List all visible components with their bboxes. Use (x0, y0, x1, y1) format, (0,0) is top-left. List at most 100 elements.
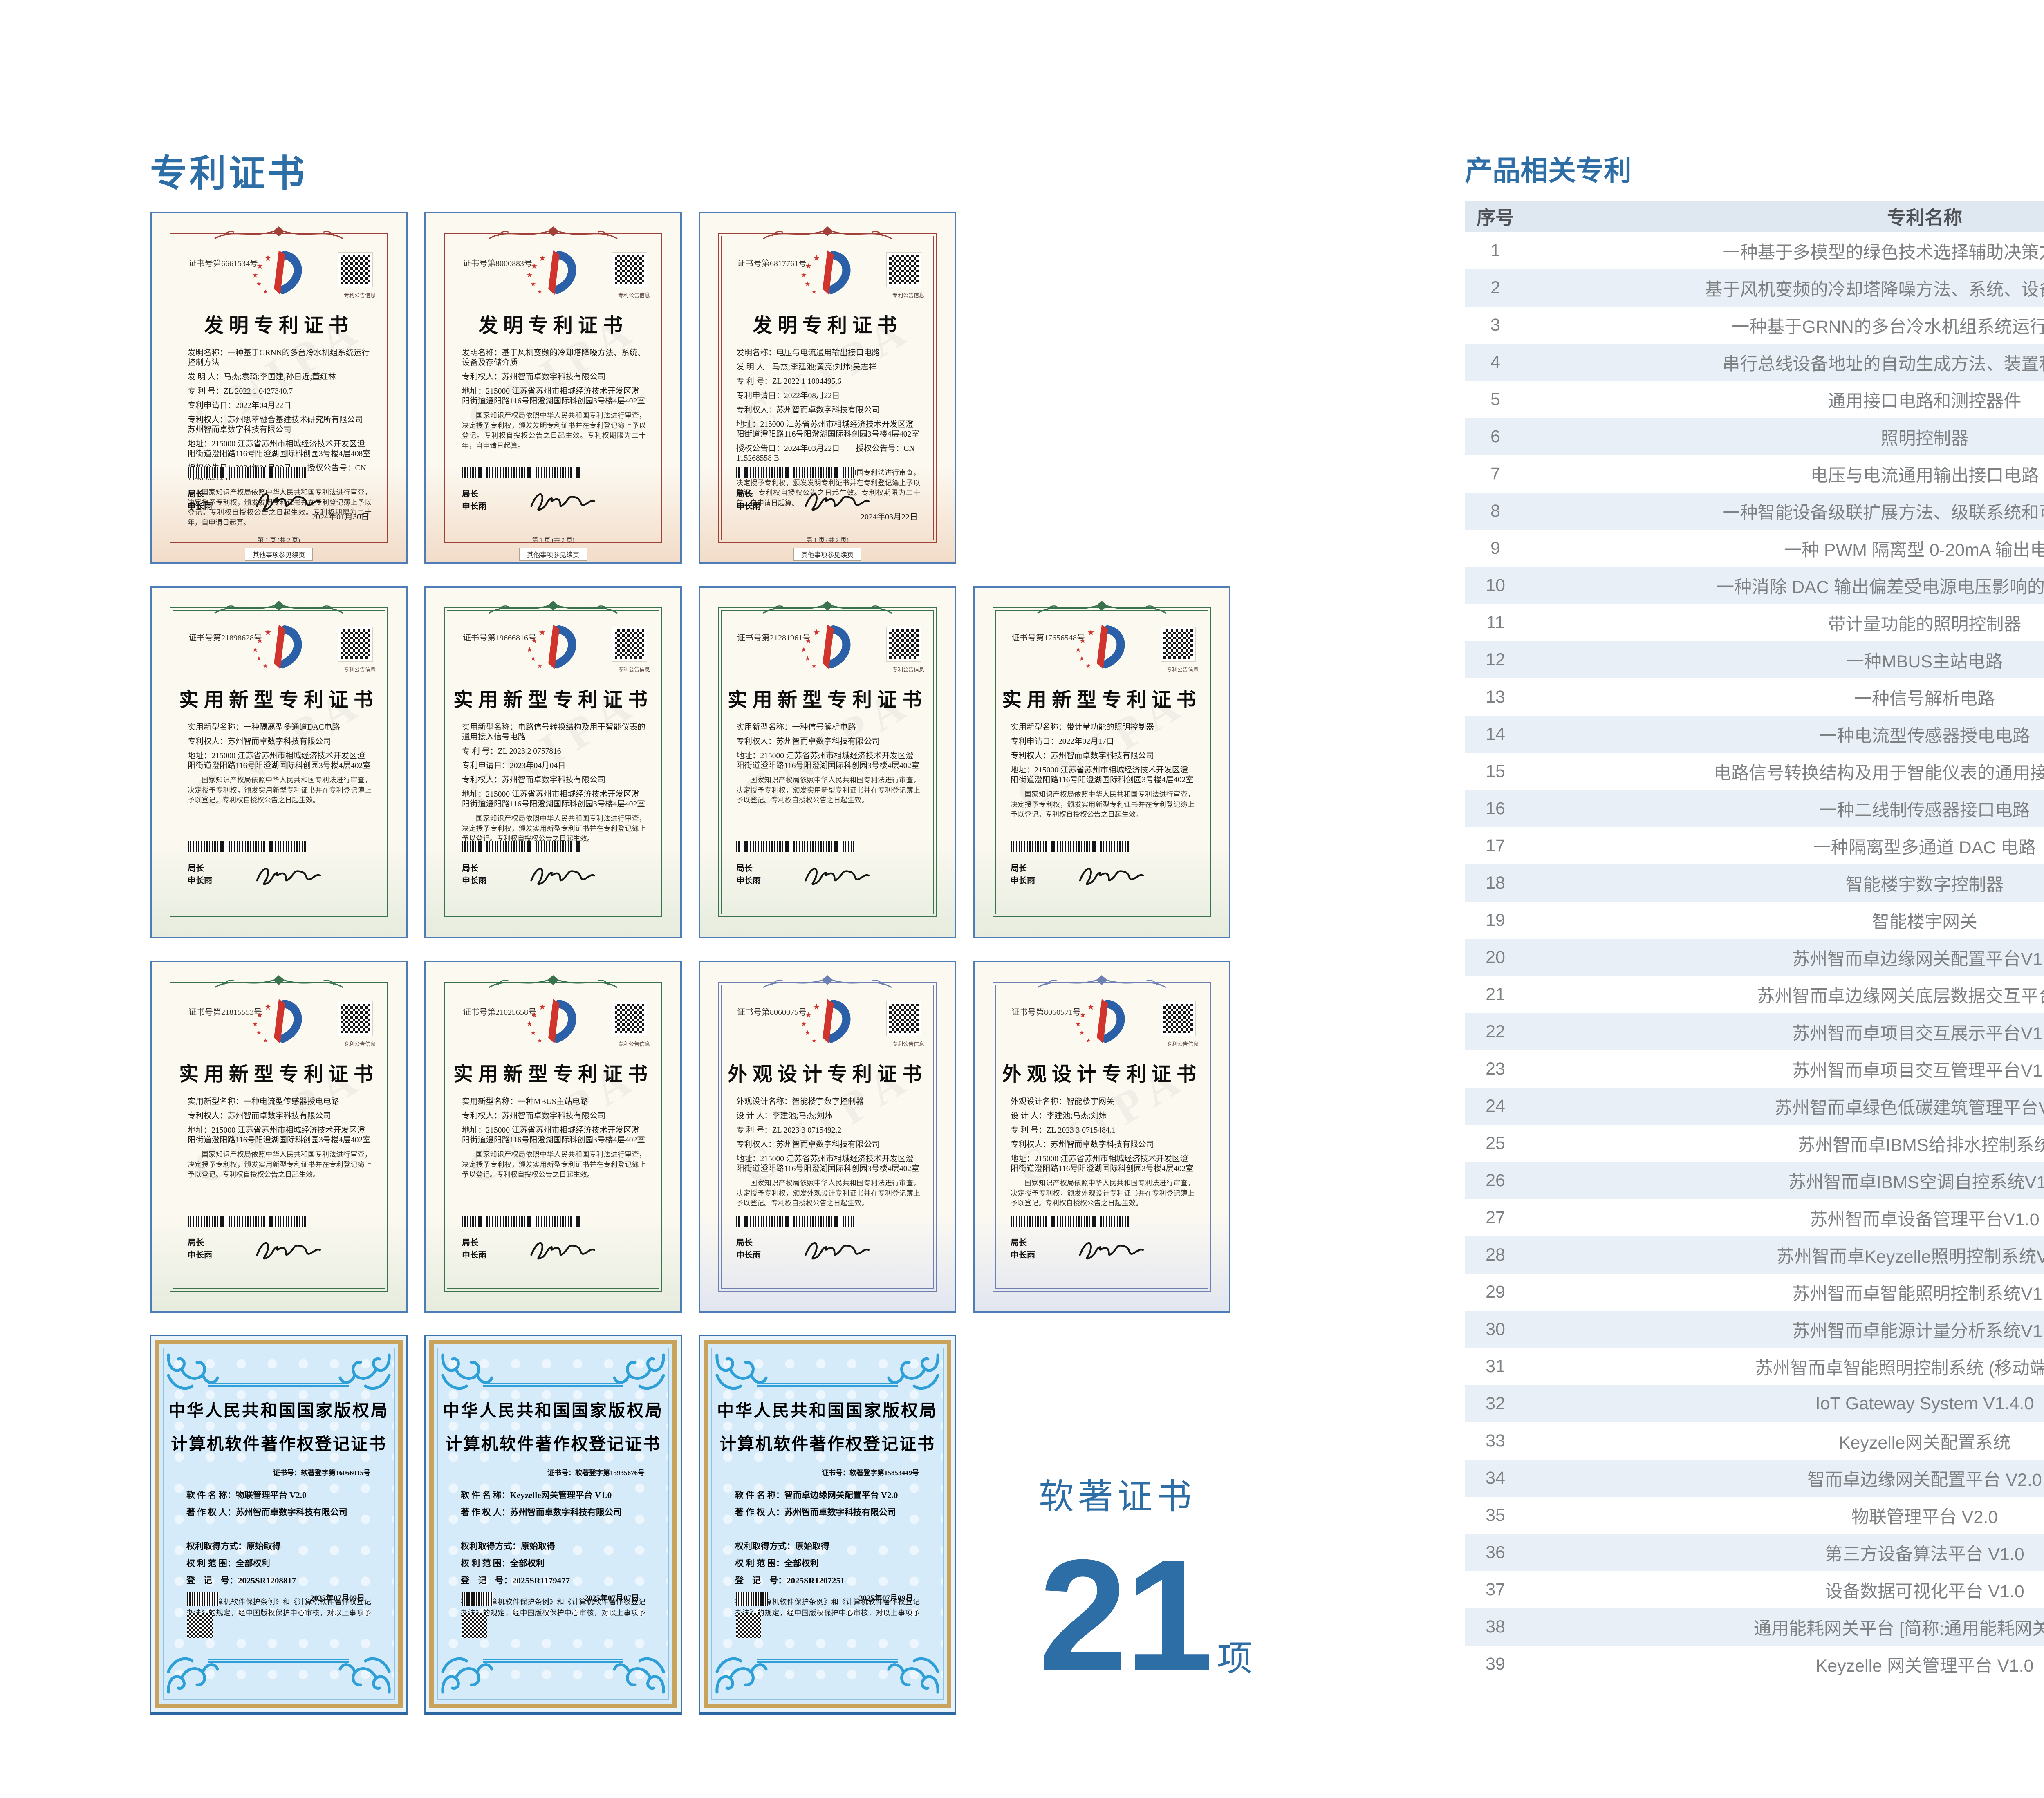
table-row: 7电压与电流通用输出接口电路发明 (1465, 455, 2044, 493)
qr-caption: 专利公告信息 (1166, 667, 1199, 673)
cell-index: 7 (1490, 464, 1500, 484)
cell-patent-name: 苏州智而卓边缘网关配置平台V1.0 (1792, 949, 2044, 969)
svg-text:★: ★ (805, 1011, 812, 1019)
cell-index: 24 (1486, 1096, 1505, 1116)
cell-index: 1 (1490, 241, 1500, 260)
cnipa-logo-icon: ★ ★ ★ ★ ★ (798, 248, 856, 299)
qr-code-icon (338, 627, 373, 662)
certificate-title: 发明专利证书 (478, 315, 628, 336)
signature-icon (1064, 1234, 1158, 1266)
code-block (187, 1592, 219, 1638)
certificate-title: 实用新型专利证书 (179, 1064, 379, 1085)
certificate-body: 实用新型名称：电路信号转换结构及用于智能仪表的通用接入信号电路专 利 号：ZL … (462, 723, 646, 844)
cnipa-logo-icon: ★ ★ ★ ★ ★ (524, 996, 582, 1048)
certificate-paragraph: 国家知识产权局依照中华人民共和国专利法进行审查，决定授予专利权，颁发发明专利证书… (462, 412, 646, 450)
frame-ornament-icon (760, 598, 895, 617)
svg-text:★: ★ (256, 281, 262, 288)
certificate-field: 著 作 权 人：苏州智而卓数字科技有限公司 (461, 1507, 622, 1517)
svg-text:★: ★ (801, 645, 807, 653)
authority-title: 中华人民共和国国家版权局 (443, 1401, 663, 1420)
signature-icon (241, 486, 335, 517)
svg-text:★: ★ (256, 655, 262, 662)
cell-patent-name: 苏州智而卓智能照明控制系统 (移动端) V1.0 (1755, 1358, 2044, 1378)
barcode-icon (462, 1216, 580, 1227)
certificate-field: 实用新型名称：一种隔离型多通道DAC电路 (188, 723, 340, 732)
certificate-title: 实用新型专利证书 (453, 689, 653, 711)
certificate-body: 发明名称：电压与电流通用输出接口电路发 明 人：马杰;李建池;黄亮;刘炜;吴志祥… (736, 348, 920, 508)
certificate-paragraph: 国家知识产权局依照中华人民共和国专利法进行审查，决定授予专利权，颁发实用新型专利… (462, 1151, 646, 1178)
svg-text:★: ★ (1086, 1038, 1091, 1044)
certificate-field: 专利权人：苏州思萃融合基建技术研究所有限公司 苏州智而卓数字科技有限公司 (188, 416, 363, 434)
cell-patent-name: 照明控制器 (1880, 428, 1969, 448)
certificate-field: 专利权人：苏州智而卓数字科技有限公司 (1011, 1140, 1154, 1149)
cell-patent-name: 苏州智而卓边缘网关底层数据交互平台V1.0 (1757, 986, 2044, 1006)
cnipa-logo-icon: ★ ★ ★ ★ ★ (1073, 996, 1131, 1048)
wave-ornament-icon (165, 1351, 226, 1399)
signature-block: 局长 申长雨 (736, 862, 919, 892)
svg-text:★: ★ (801, 271, 807, 279)
cell-index: 27 (1486, 1208, 1505, 1227)
cell-patent-name: 一种电流型传感器授电电路 (1819, 726, 2030, 746)
patent-certificates-section: 专利证书 CNIPA 证书号第6661534号 ★ ★ ★ ★ ★ 专利公告信息 发明专利证书发… (150, 155, 1252, 1737)
wave-ornament-icon (439, 1351, 501, 1399)
certificate-field: 地址：215000 江苏省苏州市相城经济技术开发区澄阳街道澄阳路116号阳澄湖国… (736, 420, 919, 439)
svg-text:★: ★ (1087, 628, 1095, 637)
certificate-title: 实用新型专利证书 (179, 689, 379, 711)
certificate-paragraph: 国家知识产权局依照中华人民共和国专利法进行审查，决定授予专利权，颁发实用新型专利… (462, 815, 646, 842)
certificate-paragraph: 国家知识产权局依照中华人民共和国专利法进行审查，决定授予专利权，颁发实用新型专利… (736, 776, 920, 804)
table-row: 13一种信号解析电路实用新型 (1465, 678, 2044, 716)
table-row: 11带计量功能的照明控制器实用新型 (1465, 604, 2044, 641)
cnipa-logo-icon: ★ ★ ★ ★ ★ (798, 622, 856, 674)
svg-text:★: ★ (801, 1020, 807, 1028)
signature-icon (515, 860, 609, 892)
svg-text:★: ★ (531, 1011, 538, 1019)
svg-text:★: ★ (537, 1038, 542, 1044)
cell-patent-name: Keyzelle网关配置系统 (1838, 1433, 2011, 1453)
table-row: 24苏州智而卓绿色低碳建筑管理平台V1.0软著 (1465, 1088, 2044, 1125)
cell-index: 18 (1486, 873, 1505, 893)
barcode-icon (188, 1216, 306, 1227)
barcode-icon (462, 467, 580, 478)
certificate-field: 地址：215000 江苏省苏州市相城经济技术开发区澄阳街道澄阳路116号阳澄湖国… (462, 387, 645, 405)
certificate-body: 实用新型名称：一种MBUS主站电路 专利权人：苏州智而卓数字科技有限公司 地址：21… (462, 1097, 646, 1180)
svg-text:★: ★ (1075, 645, 1081, 653)
cell-index: 14 (1486, 724, 1505, 744)
table-row: 1一种基于多模型的绿色技术选择辅助决策方法和系统发明 (1465, 232, 2044, 269)
certificate-paragraph: 国家知识产权局依照中华人民共和国专利法进行审查，决定授予专利权，颁发实用新型专利… (188, 776, 372, 804)
signer-title-name: 局长 申长雨 (462, 490, 486, 511)
table-row: 6照明控制器发明 (1465, 418, 2044, 455)
cnipa-logo-icon: ★ ★ ★ ★ ★ (250, 996, 308, 1048)
cell-patent-name: 设备数据可视化平台 V1.0 (1825, 1581, 2024, 1601)
svg-text:★: ★ (1079, 655, 1085, 662)
signature-icon (515, 1234, 609, 1266)
column-header: 专利名称 (1887, 207, 1962, 228)
certificate-field: 地址：215000 江苏省苏州市相城经济技术开发区澄阳街道澄阳路116号阳澄湖国… (462, 790, 645, 808)
svg-text:★: ★ (264, 1003, 272, 1012)
cell-patent-name: Keyzelle 网关管理平台 V1.0 (1815, 1656, 2034, 1676)
certificate-body: 实用新型名称：带计量功能的照明控制器 专利申请日：2022年02月17日 专利权人：… (1011, 723, 1195, 820)
qr-caption: 专利公告信息 (618, 1041, 650, 1047)
certificate-number: 证书号：软著登字第15853449号 (822, 1469, 919, 1477)
svg-text:★: ★ (1080, 1011, 1086, 1019)
certificate-number: 证书号第6661534号 (188, 259, 258, 268)
table-row: 12一种MBUS主站电路实用新型 (1465, 641, 2044, 678)
cell-patent-name: 一种消除 DAC 输出偏差受电源电压影响的电路及方法 (1717, 577, 2044, 597)
signer-title-name: 局长 申长雨 (462, 1238, 486, 1260)
certificate-body: 软 件 名 称：Keyzelle网关管理平台 V1.0 著 作 权 人：苏州智而卓… (461, 1489, 645, 1587)
svg-text:★: ★ (527, 1020, 533, 1028)
code-block (462, 1592, 493, 1638)
certificate-field: 登 记 号：2025SR1207251 (735, 1576, 845, 1585)
certificate-number: 证书号第19666816号 (463, 634, 536, 643)
certificate-invention: CNIPA 证书号第6661534号 ★ ★ ★ ★ ★ 专利公告信息 发明专利证书 发明名称：一… (150, 212, 408, 564)
certificate-field: 专利权人：苏州智而卓数字科技有限公司 (736, 406, 880, 414)
qr-caption: 专利公告信息 (1166, 1041, 1199, 1047)
certificate-field: 著 作 权 人：苏州智而卓数字科技有限公司 (735, 1507, 896, 1517)
certificate-title: 计算机软件著作权登记证书 (719, 1435, 935, 1453)
cell-index: 6 (1490, 427, 1500, 446)
svg-text:★: ★ (1080, 636, 1086, 645)
wave-ornament-icon (605, 1351, 667, 1399)
